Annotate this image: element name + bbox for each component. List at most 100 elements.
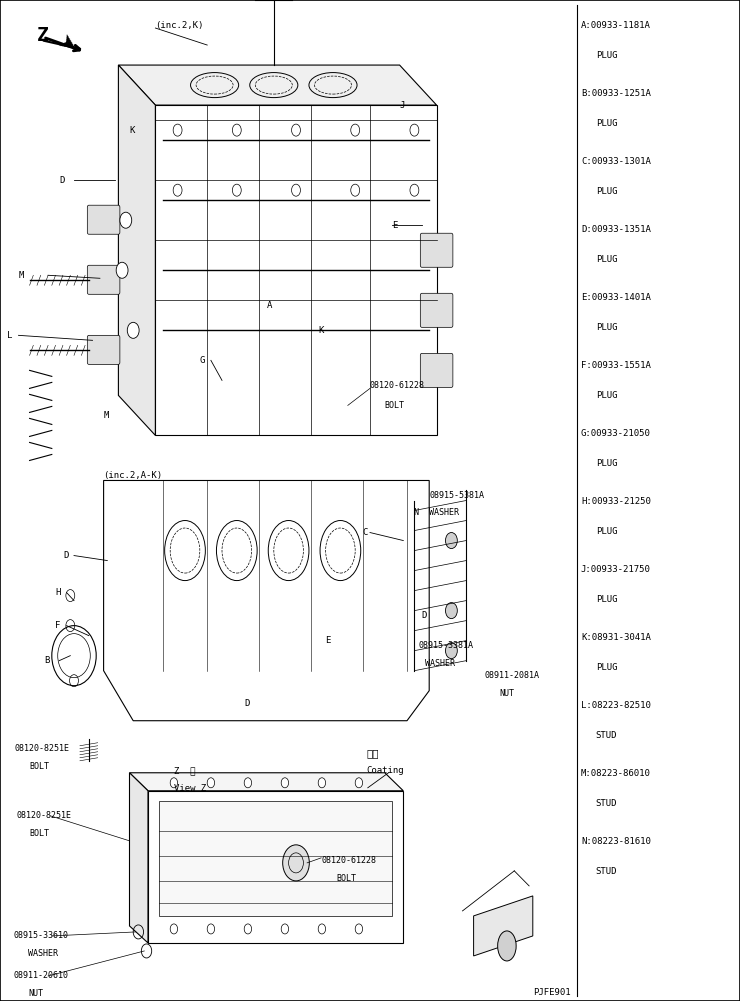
Polygon shape bbox=[130, 773, 148, 943]
Circle shape bbox=[207, 778, 215, 788]
Text: D: D bbox=[59, 176, 64, 184]
Text: (inc.2,A-K): (inc.2,A-K) bbox=[104, 471, 163, 479]
Text: STUD: STUD bbox=[596, 800, 617, 808]
Text: STUD: STUD bbox=[596, 732, 617, 740]
Text: L: L bbox=[7, 331, 13, 339]
Text: A: A bbox=[266, 301, 272, 309]
FancyBboxPatch shape bbox=[87, 335, 120, 364]
Text: A:00933-1181A: A:00933-1181A bbox=[581, 21, 650, 29]
Circle shape bbox=[116, 262, 128, 278]
Text: D: D bbox=[63, 552, 68, 560]
Circle shape bbox=[207, 924, 215, 934]
Text: BOLT: BOLT bbox=[337, 875, 357, 883]
Text: PLUG: PLUG bbox=[596, 323, 617, 331]
Text: Coating: Coating bbox=[366, 767, 404, 775]
Text: 08120-61228: 08120-61228 bbox=[322, 857, 377, 865]
Polygon shape bbox=[474, 896, 533, 956]
Circle shape bbox=[170, 924, 178, 934]
Circle shape bbox=[355, 924, 363, 934]
Text: PLUG: PLUG bbox=[596, 528, 617, 536]
Text: BOLT: BOLT bbox=[30, 830, 50, 838]
Text: STUD: STUD bbox=[596, 868, 617, 876]
Text: G:00933-21050: G:00933-21050 bbox=[581, 429, 650, 437]
Circle shape bbox=[283, 845, 309, 881]
Text: PLUG: PLUG bbox=[596, 255, 617, 263]
Text: E:00933-1401A: E:00933-1401A bbox=[581, 293, 650, 301]
Text: K: K bbox=[130, 126, 135, 134]
Text: D:00933-1351A: D:00933-1351A bbox=[581, 225, 650, 233]
Circle shape bbox=[445, 533, 457, 549]
Text: 08120-8251E: 08120-8251E bbox=[15, 745, 70, 753]
Text: BOLT: BOLT bbox=[385, 401, 405, 409]
Ellipse shape bbox=[498, 931, 517, 961]
Text: F: F bbox=[56, 622, 61, 630]
Polygon shape bbox=[118, 65, 155, 435]
Text: E: E bbox=[392, 221, 397, 229]
FancyBboxPatch shape bbox=[420, 353, 453, 387]
Text: PJFE901: PJFE901 bbox=[533, 989, 571, 997]
Circle shape bbox=[445, 603, 457, 619]
Text: 塗布: 塗布 bbox=[366, 748, 379, 758]
Polygon shape bbox=[159, 801, 392, 916]
Circle shape bbox=[244, 924, 252, 934]
Text: G: G bbox=[200, 356, 205, 364]
FancyBboxPatch shape bbox=[87, 265, 120, 294]
Circle shape bbox=[127, 322, 139, 338]
Text: NUT: NUT bbox=[28, 990, 43, 998]
Text: 08915-3381A: 08915-3381A bbox=[418, 642, 473, 650]
Text: F:00933-1551A: F:00933-1551A bbox=[581, 361, 650, 369]
Text: WASHER: WASHER bbox=[425, 660, 456, 668]
Text: (inc.2,K): (inc.2,K) bbox=[155, 21, 204, 29]
Text: NUT: NUT bbox=[500, 690, 514, 698]
Text: PLUG: PLUG bbox=[596, 51, 617, 59]
Text: E: E bbox=[326, 637, 331, 645]
Text: PLUG: PLUG bbox=[596, 187, 617, 195]
Text: D: D bbox=[422, 612, 427, 620]
Text: 08911-2081A: 08911-2081A bbox=[485, 672, 539, 680]
Text: C: C bbox=[363, 529, 368, 537]
Text: B: B bbox=[44, 657, 50, 665]
Text: N  WASHER: N WASHER bbox=[414, 509, 460, 517]
Text: B:00933-1251A: B:00933-1251A bbox=[581, 89, 650, 97]
Circle shape bbox=[281, 778, 289, 788]
Text: PLUG: PLUG bbox=[596, 391, 617, 399]
Text: K:08931-3041A: K:08931-3041A bbox=[581, 634, 650, 642]
Text: H:00933-21250: H:00933-21250 bbox=[581, 497, 650, 506]
Polygon shape bbox=[155, 105, 437, 435]
Text: 08120-61228: 08120-61228 bbox=[370, 381, 425, 389]
Text: BOLT: BOLT bbox=[30, 763, 50, 771]
Circle shape bbox=[281, 924, 289, 934]
Text: J:00933-21750: J:00933-21750 bbox=[581, 566, 650, 574]
Text: D: D bbox=[244, 700, 249, 708]
Text: M:08223-86010: M:08223-86010 bbox=[581, 770, 650, 778]
Polygon shape bbox=[118, 65, 437, 105]
Text: WASHER: WASHER bbox=[28, 950, 58, 958]
Text: PLUG: PLUG bbox=[596, 664, 617, 672]
Circle shape bbox=[170, 778, 178, 788]
FancyBboxPatch shape bbox=[420, 293, 453, 327]
Text: C:00933-1301A: C:00933-1301A bbox=[581, 157, 650, 165]
Text: 08120-8251E: 08120-8251E bbox=[16, 812, 71, 820]
Text: L:08223-82510: L:08223-82510 bbox=[581, 702, 650, 710]
Polygon shape bbox=[130, 773, 403, 791]
Text: J: J bbox=[400, 101, 405, 109]
Text: PLUG: PLUG bbox=[596, 119, 617, 127]
Text: N:08223-81610: N:08223-81610 bbox=[581, 838, 650, 846]
Text: Z  視: Z 視 bbox=[174, 767, 195, 775]
Text: 08915-33610: 08915-33610 bbox=[13, 932, 68, 940]
FancyBboxPatch shape bbox=[87, 205, 120, 234]
Polygon shape bbox=[148, 791, 403, 943]
Circle shape bbox=[445, 643, 457, 659]
Circle shape bbox=[120, 212, 132, 228]
FancyBboxPatch shape bbox=[420, 233, 453, 267]
Text: K: K bbox=[318, 326, 323, 334]
Circle shape bbox=[318, 778, 326, 788]
Text: Z: Z bbox=[37, 26, 49, 44]
Polygon shape bbox=[104, 480, 429, 721]
Circle shape bbox=[318, 924, 326, 934]
Text: M: M bbox=[18, 271, 24, 279]
Text: 08915-5381A: 08915-5381A bbox=[429, 491, 484, 499]
Circle shape bbox=[244, 778, 252, 788]
Text: ➤: ➤ bbox=[53, 31, 80, 59]
Text: 08911-20610: 08911-20610 bbox=[13, 972, 68, 980]
